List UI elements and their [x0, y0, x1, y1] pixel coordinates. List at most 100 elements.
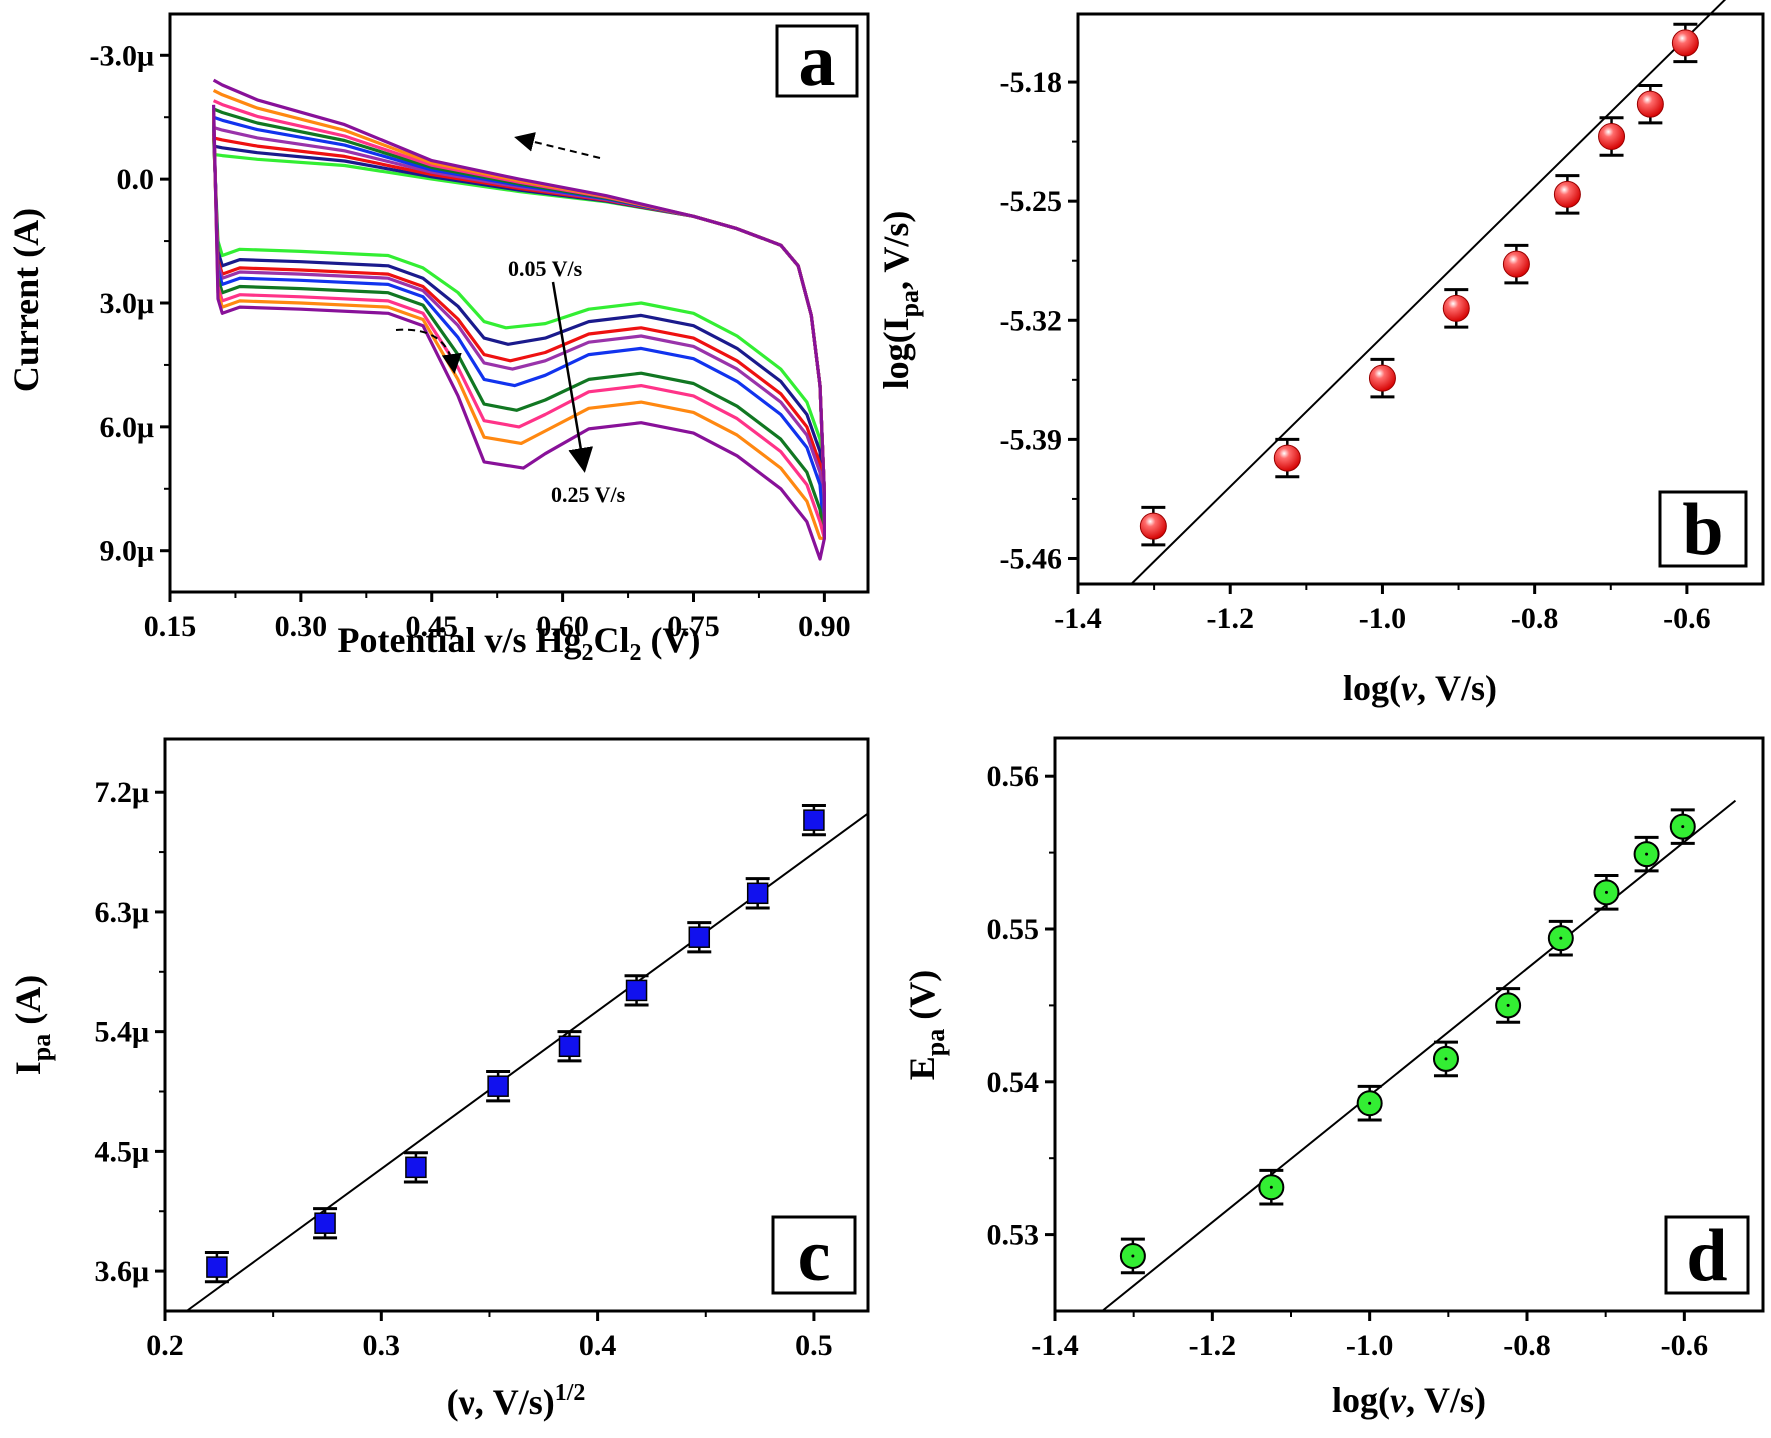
x-tick-label: -0.6 — [1663, 602, 1711, 635]
panel-d-plot-frame — [1053, 736, 1765, 1313]
sphere-marker — [1502, 250, 1530, 278]
data-point — [745, 877, 770, 910]
panel-c-label: c — [798, 1215, 831, 1297]
panel-b-fit-line — [1130, 0, 1727, 585]
square-marker — [688, 926, 711, 948]
marker-center-dot — [1604, 890, 1608, 894]
data-point — [1593, 874, 1620, 911]
square-marker — [314, 1212, 336, 1234]
square-marker — [746, 882, 769, 905]
data-point — [1119, 1237, 1146, 1275]
y-tick-label: 5.4μ — [94, 1016, 149, 1049]
x-tick-label: -1.4 — [1054, 602, 1102, 635]
y-tick-label: 0.54 — [987, 1066, 1040, 1099]
panel-b-plot-frame — [1076, 12, 1765, 586]
data-point — [1258, 1168, 1285, 1206]
panel-b-label-box — [1658, 490, 1748, 568]
y-tick-label: 0.55 — [987, 913, 1040, 946]
square-marker — [206, 1256, 228, 1278]
y-axis-label: Ipa (A) — [8, 975, 56, 1075]
x-tick-label: 0.4 — [579, 1329, 617, 1362]
data-point — [801, 804, 826, 837]
y-tick-label: 3.0μ — [99, 287, 154, 320]
x-tick-label: -1.4 — [1031, 1329, 1079, 1362]
data-point — [1633, 835, 1660, 873]
panel-c-axes: 0.2 0.3 0.4 0.5 3.6μ 4.5μ 5.4μ 6.3μ 7.2μ (ν, V/s)… — [8, 776, 833, 1422]
sphere-marker — [1671, 29, 1699, 57]
forward-scan-arrow — [395, 328, 462, 374]
data-point — [1432, 1040, 1459, 1078]
panel-a-curves — [212, 78, 826, 561]
y-tick-label: 6.0μ — [99, 411, 154, 444]
reverse-scan-arrow — [514, 132, 601, 159]
y-tick-label: 0.56 — [987, 760, 1040, 793]
panel-d-fit-line — [1101, 799, 1737, 1312]
panel-b-axes: -1.4 -1.2 -1.0 -0.8 -0.6 -5.46 -5.39 -5.32 -5.25… — [876, 66, 1711, 708]
cv-curve-0.175 — [212, 107, 826, 540]
marker-center-dot — [1559, 936, 1563, 940]
y-tick-label: 0.53 — [987, 1219, 1040, 1252]
marker-center-dot — [1444, 1057, 1448, 1061]
x-tick-label: 0.60 — [536, 610, 589, 643]
data-point — [1442, 288, 1470, 329]
x-tick-label: 0.45 — [406, 610, 459, 643]
x-tick-label: 0.2 — [146, 1329, 184, 1362]
y-axis-label: Epa (V) — [902, 970, 950, 1080]
panel-a-axes: 0.15 0.30 0.45 0.60 0.75 0.90 -3.0μ 0.0 3.0μ 6.0μ… — [6, 39, 851, 666]
y-tick-label: -5.18 — [1000, 66, 1063, 99]
x-tick-label: -1.2 — [1206, 602, 1254, 635]
panel-b-label: b — [1682, 489, 1723, 571]
data-point — [1671, 22, 1699, 64]
sphere-marker — [1636, 90, 1664, 118]
panel-d-data-points — [1119, 808, 1696, 1275]
data-point — [204, 1250, 229, 1284]
scan-rate-label-low: 0.05 V/s — [508, 256, 583, 281]
data-point — [1495, 987, 1522, 1024]
y-axis-label: Current (A) — [6, 208, 46, 392]
sphere-marker — [1442, 294, 1470, 322]
data-point — [1139, 505, 1167, 547]
sphere-marker — [1368, 364, 1396, 392]
cv-curve-0.05 — [212, 137, 826, 540]
square-marker — [803, 809, 825, 831]
y-tick-label: -5.39 — [1000, 423, 1063, 456]
y-tick-label: 7.2μ — [94, 776, 149, 809]
x-tick-label: 0.75 — [667, 610, 720, 643]
panel-c-plot-frame — [163, 737, 870, 1313]
cv-curve-0.2 — [212, 99, 826, 540]
cv-curve-0.075 — [212, 133, 826, 540]
x-tick-label: 0.5 — [795, 1329, 833, 1362]
square-marker — [405, 1156, 427, 1179]
y-tick-label: 0.0 — [117, 163, 155, 196]
y-tick-label: 6.3μ — [94, 896, 149, 929]
data-point — [624, 974, 649, 1007]
panel-d-epa-vs-log-v: -1.4 -1.2 -1.0 -0.8 -0.6 0.53 0.54 0.55 0.56 log(… — [902, 736, 1765, 1420]
y-tick-label: -3.0μ — [90, 39, 155, 72]
x-tick-label: -1.0 — [1359, 602, 1407, 635]
panel-b-log-ipa-vs-log-v: -1.4 -1.2 -1.0 -0.8 -0.6 -5.46 -5.39 -5.32 -5.25… — [876, 0, 1765, 708]
x-tick-label: -1.0 — [1346, 1329, 1394, 1362]
square-marker — [558, 1035, 581, 1058]
panel-c-data-points — [204, 804, 826, 1284]
square-marker — [625, 979, 648, 1002]
x-tick-label: 0.15 — [144, 610, 197, 643]
marker-center-dot — [1368, 1101, 1372, 1105]
marker-center-dot — [1645, 852, 1649, 856]
x-tick-label: -1.2 — [1189, 1329, 1237, 1362]
x-tick-label: 0.3 — [363, 1329, 401, 1362]
x-tick-label: -0.6 — [1661, 1329, 1709, 1362]
panel-a-cyclic-voltammogram: 0.15 0.30 0.45 0.60 0.75 0.90 -3.0μ 0.0 3.0μ 6.0μ… — [6, 12, 870, 666]
sphere-marker — [1553, 180, 1581, 208]
scan-rate-label-high: 0.25 V/s — [551, 482, 626, 507]
data-point — [1547, 919, 1574, 957]
data-point — [403, 1151, 428, 1184]
panel-d-axes: -1.4 -1.2 -1.0 -0.8 -0.6 0.53 0.54 0.55 0.56 log(… — [902, 760, 1708, 1420]
data-point — [1502, 243, 1530, 285]
panel-a-label-box — [775, 24, 859, 98]
data-point — [486, 1070, 511, 1103]
increasing-scan-rate-arrow — [551, 281, 594, 473]
y-axis-label: log(Ipa, V/s) — [876, 211, 924, 390]
data-point — [313, 1207, 338, 1240]
panel-d-label: d — [1686, 1215, 1727, 1297]
linear-fit-line — [1130, 0, 1727, 585]
